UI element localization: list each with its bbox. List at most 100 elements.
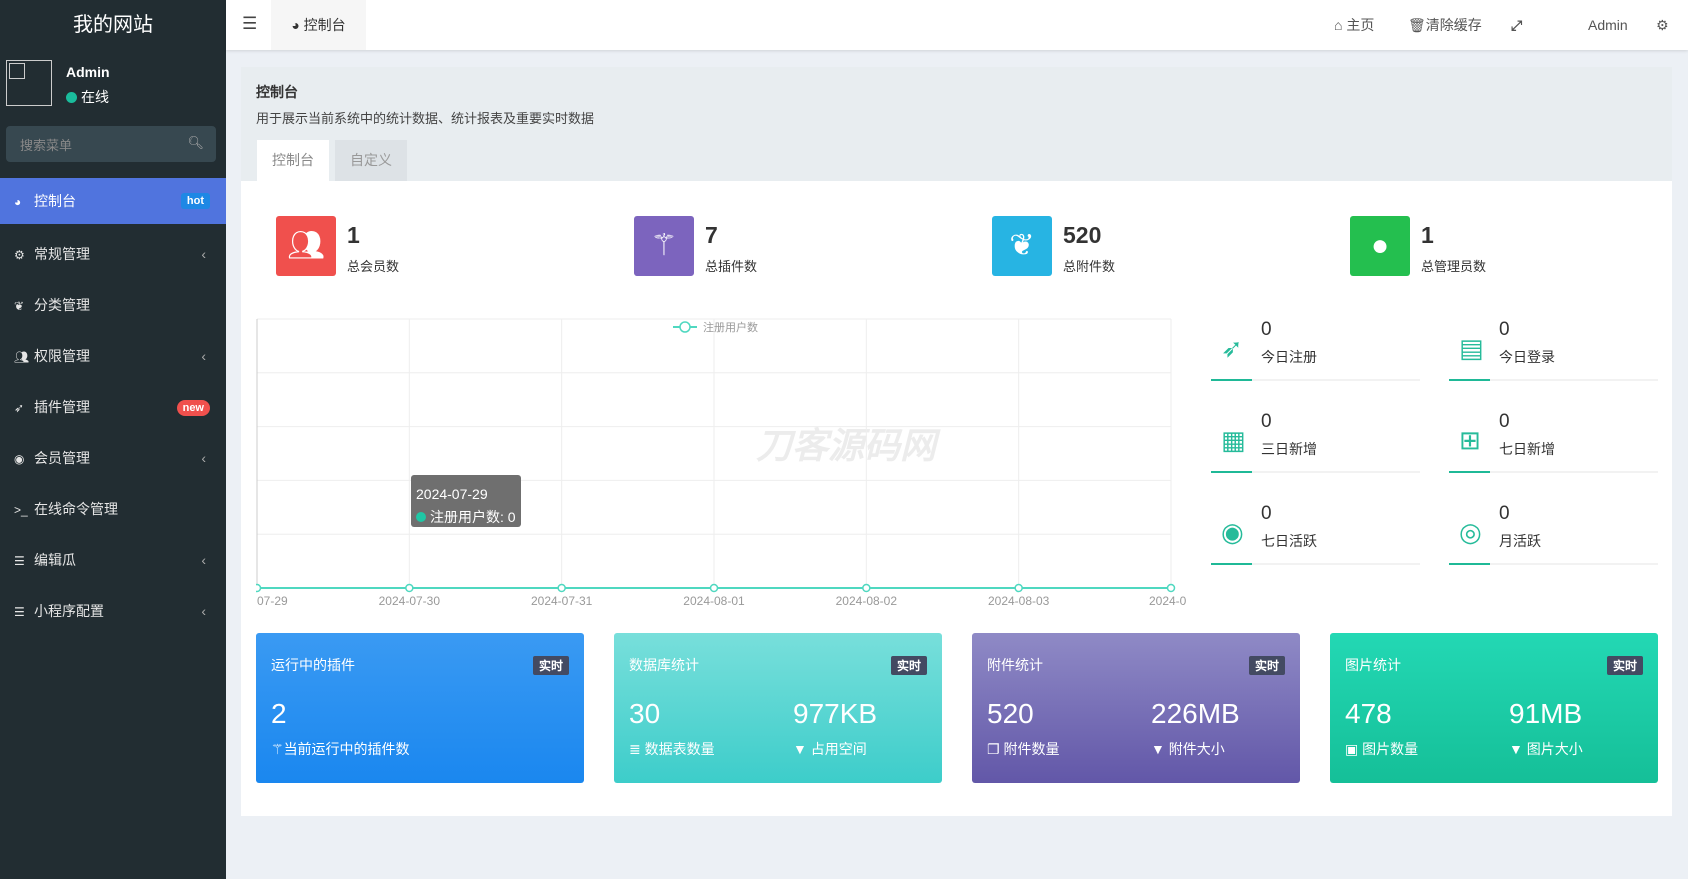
- mini-label: 月活跃: [1499, 533, 1541, 549]
- watermark: 刀客源码网: [756, 425, 941, 466]
- mini-label: 今日登录: [1499, 349, 1555, 365]
- dashboard-icon: ◕: [291, 17, 304, 33]
- label: 分类管理: [34, 297, 90, 313]
- menu-toggle-icon[interactable]: ☰: [242, 14, 258, 33]
- label: 权限管理: [34, 348, 90, 364]
- card-desc: ▣ 图片数量: [1345, 739, 1418, 759]
- stat-value: 1: [347, 222, 360, 248]
- data-point[interactable]: [709, 583, 719, 593]
- user-circle-icon: ◉: [1221, 517, 1244, 547]
- legend[interactable]: 注册用户数: [673, 320, 758, 334]
- filter-icon: ▼: [1151, 741, 1169, 757]
- sidebar-item-auth[interactable]: 👥︎ 权限管理 ‹: [0, 331, 226, 382]
- x-tick-label: 2024-07-30: [379, 594, 441, 608]
- data-point[interactable]: [405, 583, 414, 593]
- data-point[interactable]: [256, 583, 262, 593]
- card-database: 数据库统计 实时 30 977KB ≣ 数据表数量 ▼ 占用空间: [614, 633, 942, 783]
- mini-value: 0: [1499, 411, 1510, 432]
- dashboard-panel: 控制台 用于展示当前系统中的统计数据、统计报表及重要实时数据 控制台 自定义 👥…: [241, 67, 1672, 816]
- status-text: 在线: [81, 89, 109, 105]
- stat-value: 1: [1421, 222, 1434, 248]
- page-title: 控制台: [256, 84, 298, 100]
- data-point[interactable]: [557, 583, 566, 593]
- sidebar-item-general[interactable]: ⚙ 常规管理 ‹: [0, 229, 226, 280]
- user-menu[interactable]: Admin: [1588, 17, 1628, 33]
- sidebar-item-members[interactable]: ◉ 会员管理 ‹: [0, 433, 226, 484]
- sidebar-item-miniprogram[interactable]: ☰ 小程序配置 ‹: [0, 586, 226, 637]
- tab-console[interactable]: 控制台: [257, 140, 329, 181]
- page-description: 用于展示当前系统中的统计数据、统计报表及重要实时数据: [256, 111, 595, 126]
- x-tick-label: 2024-08-03: [988, 594, 1050, 608]
- mini-label: 今日注册: [1261, 349, 1317, 365]
- stat-label: 总会员数: [347, 259, 400, 274]
- tab-custom[interactable]: 自定义: [335, 140, 407, 181]
- card-running-plugins: 运行中的插件 实时 2 ⚚当前运行中的插件数: [256, 633, 584, 783]
- tab-label: 控制台: [303, 17, 346, 33]
- card-value-2: 91MB: [1509, 698, 1583, 729]
- fullscreen-icon[interactable]: ⤢: [1511, 17, 1523, 33]
- data-point[interactable]: [862, 583, 871, 593]
- user-status: 在线: [66, 87, 109, 107]
- sidebar-item-category[interactable]: ❦ 分类管理: [0, 280, 226, 331]
- mini-value: 0: [1261, 503, 1272, 524]
- desc-text: 图片大小: [1526, 741, 1583, 757]
- search-icon[interactable]: 🔍︎: [187, 135, 204, 150]
- mini-label: 七日新增: [1499, 441, 1555, 457]
- progress-bar: [1449, 379, 1658, 381]
- label: 会员管理: [34, 450, 90, 466]
- label: 控制台: [34, 193, 76, 209]
- mini-value: 0: [1261, 319, 1272, 340]
- tooltip-title: 2024-07-29: [416, 486, 488, 502]
- label: 编辑瓜: [34, 552, 76, 568]
- stat-value: 7: [705, 222, 718, 248]
- x-tick-label: 2024-07-31: [531, 594, 593, 608]
- chevron-left-icon: ‹: [201, 348, 206, 364]
- home-link[interactable]: ⌂ 主页: [1334, 0, 1374, 50]
- site-title[interactable]: 我的网站: [73, 14, 153, 36]
- filter-icon: ▼: [793, 741, 811, 757]
- desc-text: 占用空间: [810, 741, 867, 757]
- x-tick-label: 2024-08-02: [836, 594, 898, 608]
- card-title: 数据库统计: [629, 657, 699, 673]
- tooltip: 2024-07-29 注册用户数: 0: [411, 475, 521, 527]
- id-card-icon: ▤: [1459, 333, 1484, 363]
- rocket-icon: ➶: [1221, 333, 1243, 363]
- card-value-2: 226MB: [1151, 698, 1240, 729]
- calendar-plus-icon: ⊞: [1459, 425, 1481, 455]
- sidebar-item-editor[interactable]: ☰ 编辑瓜 ‹: [0, 535, 226, 586]
- registration-line-chart[interactable]: 刀客源码网 注册用户数 07-29 2024-07-30 2024-07-31 202…: [256, 318, 1186, 618]
- progress-bar: [1449, 563, 1658, 565]
- card-images: 图片统计 实时 478 91MB ▣ 图片数量 ▼ 图片大小: [1330, 633, 1658, 783]
- card-value: 520: [987, 698, 1034, 729]
- tab-dashboard[interactable]: ◕ 控制台: [271, 0, 366, 50]
- desc-text: 图片数量: [1362, 741, 1419, 757]
- card-desc-2: ▼ 图片大小: [1509, 739, 1583, 759]
- user-icon: ●: [1350, 216, 1410, 276]
- sidebar-item-dashboard[interactable]: ◕ 控制台 hot: [0, 178, 226, 224]
- home-label: 主页: [1346, 17, 1375, 33]
- sidebar-item-plugins[interactable]: ➶ 插件管理 new: [0, 382, 226, 433]
- home-icon: ⌂: [1334, 17, 1347, 33]
- clear-cache-button[interactable]: 🗑︎清除缓存: [1408, 0, 1482, 50]
- search-placeholder: 搜索菜单: [20, 138, 73, 153]
- mini-stat: ▤ 0 今日登录: [1449, 319, 1658, 411]
- files-icon: ❐: [987, 741, 1004, 757]
- search-menu-input[interactable]: 搜索菜单 🔍︎: [6, 126, 216, 162]
- card-attachments: 附件统计 实时 520 226MB ❐ 附件数量 ▼ 附件大小: [972, 633, 1300, 783]
- data-point[interactable]: [1014, 583, 1023, 593]
- data-point[interactable]: [1166, 583, 1176, 593]
- x-tick-label: 2024-08: [1149, 594, 1186, 608]
- desc-text: 当前运行中的插件数: [283, 741, 410, 757]
- realtime-badge: 实时: [1606, 656, 1643, 675]
- mini-value: 0: [1499, 319, 1510, 340]
- card-value: 478: [1345, 698, 1392, 729]
- mini-value: 0: [1261, 411, 1272, 432]
- card-desc: ≣ 数据表数量: [629, 739, 715, 759]
- card-value: 30: [629, 698, 661, 729]
- magic-wand-icon: ⚚: [634, 216, 694, 276]
- sidebar-item-command[interactable]: >_ 在线命令管理: [0, 484, 226, 535]
- user-circle-icon: ◉: [14, 452, 25, 466]
- progress-bar: [1211, 471, 1420, 473]
- settings-icon[interactable]: ⚙: [1656, 17, 1669, 33]
- card-title: 附件统计: [987, 657, 1043, 673]
